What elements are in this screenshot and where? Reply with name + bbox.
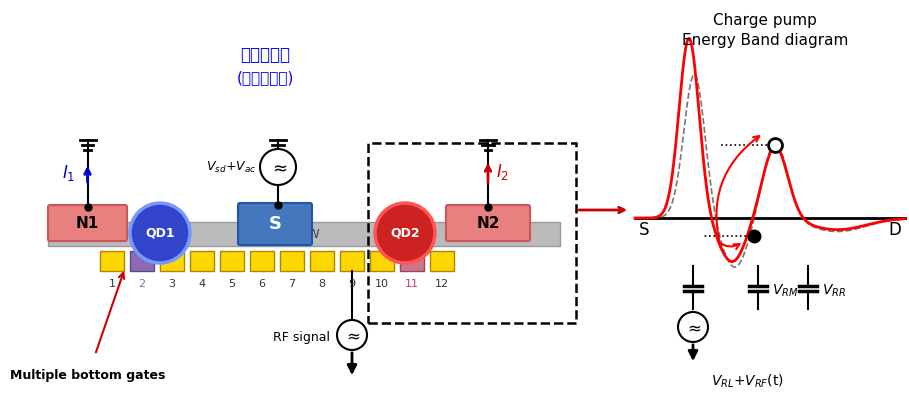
FancyBboxPatch shape <box>238 203 312 245</box>
FancyBboxPatch shape <box>220 251 244 271</box>
Text: RF signal: RF signal <box>273 332 330 344</box>
Text: Energy Band diagram: Energy Band diagram <box>682 32 848 48</box>
FancyBboxPatch shape <box>340 251 364 271</box>
Text: $I_2$: $I_2$ <box>496 162 509 182</box>
Text: Multiple bottom gates: Multiple bottom gates <box>10 369 165 381</box>
Text: NW: NW <box>299 228 321 240</box>
FancyBboxPatch shape <box>430 251 454 271</box>
Text: N2: N2 <box>476 215 500 231</box>
FancyBboxPatch shape <box>280 251 304 271</box>
Text: S: S <box>639 221 650 239</box>
Text: $\approx$: $\approx$ <box>344 326 361 344</box>
FancyBboxPatch shape <box>250 251 274 271</box>
Text: 3: 3 <box>168 279 175 289</box>
Text: 5: 5 <box>228 279 235 289</box>
Text: $V_{RR}$: $V_{RR}$ <box>822 282 846 299</box>
Circle shape <box>260 149 296 185</box>
Text: $V_{sd}$+$V_{ac}$: $V_{sd}$+$V_{ac}$ <box>206 159 256 175</box>
Text: 10: 10 <box>375 279 389 289</box>
Circle shape <box>678 312 708 342</box>
FancyBboxPatch shape <box>48 222 560 246</box>
Text: $\approx$: $\approx$ <box>269 158 287 176</box>
Text: 4: 4 <box>198 279 205 289</box>
Text: $\approx$: $\approx$ <box>684 318 702 336</box>
Text: $I_1$: $I_1$ <box>62 163 75 183</box>
Text: N1: N1 <box>75 215 99 231</box>
Circle shape <box>375 203 435 263</box>
Text: 6: 6 <box>258 279 265 289</box>
Text: 7: 7 <box>288 279 295 289</box>
FancyBboxPatch shape <box>100 251 124 271</box>
Text: QD2: QD2 <box>390 226 420 240</box>
Text: 8: 8 <box>318 279 325 289</box>
FancyBboxPatch shape <box>130 251 154 271</box>
FancyBboxPatch shape <box>446 205 530 241</box>
Text: $V_{RL}$+$V_{RF}$(t): $V_{RL}$+$V_{RF}$(t) <box>711 372 784 390</box>
Circle shape <box>337 320 367 350</box>
Text: Charge pump: Charge pump <box>713 12 817 28</box>
FancyBboxPatch shape <box>160 251 184 271</box>
Text: QD1: QD1 <box>145 226 175 240</box>
FancyBboxPatch shape <box>48 205 127 241</box>
Text: 초전도전극: 초전도전극 <box>240 46 290 64</box>
FancyBboxPatch shape <box>190 251 214 271</box>
Text: $V_{RM}$: $V_{RM}$ <box>772 282 798 299</box>
FancyBboxPatch shape <box>370 251 394 271</box>
Circle shape <box>130 203 190 263</box>
Text: 1: 1 <box>108 279 115 289</box>
Text: 2: 2 <box>138 279 145 289</box>
Text: 12: 12 <box>435 279 449 289</box>
Text: 9: 9 <box>348 279 355 289</box>
Text: (쿠퍼쌍발생): (쿠퍼쌍발생) <box>236 71 294 85</box>
FancyBboxPatch shape <box>310 251 334 271</box>
Text: D: D <box>888 221 901 239</box>
Text: 11: 11 <box>405 279 419 289</box>
Text: S: S <box>268 215 282 233</box>
FancyBboxPatch shape <box>400 251 424 271</box>
